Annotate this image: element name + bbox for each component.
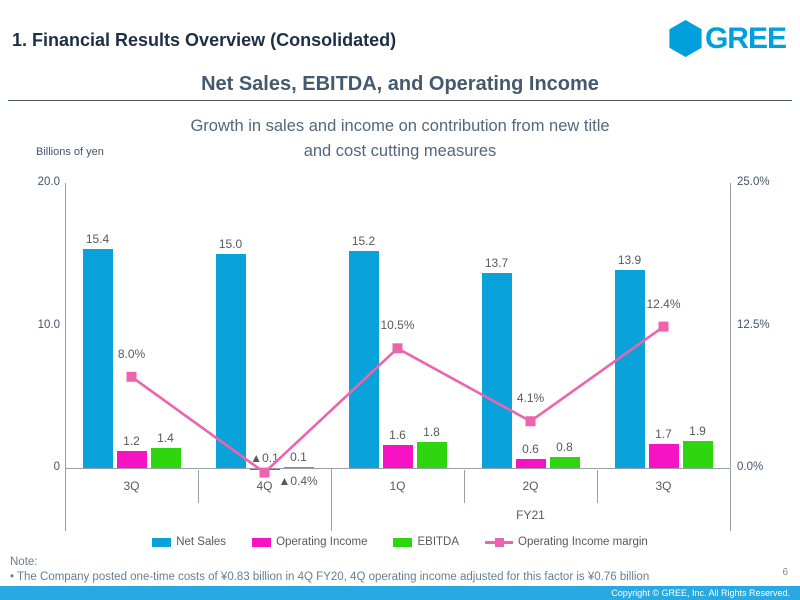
title-divider (8, 100, 792, 101)
legend-item-operating-income-margin: Operating Income margin (485, 536, 648, 548)
margin-marker-0 (126, 371, 137, 382)
legend-label-operating-income-margin: Operating Income margin (518, 536, 648, 548)
gree-logo-text: GREE (704, 21, 787, 55)
copyright-text: Copyright © GREE, Inc. All Rights Reserv… (611, 588, 790, 598)
legend-label-ebitda: EBITDA (417, 536, 460, 548)
bar-label-operating-income-4: 1.7 (655, 426, 672, 441)
bar-label-operating-income-3: 0.6 (522, 442, 539, 457)
chart-legend: Net Sales Operating Income EBITDA Operating… (0, 536, 800, 548)
bar-operating-income-3 (515, 459, 546, 468)
legend-label-operating-income: Operating Income (276, 536, 368, 548)
margin-label-0: 8.0% (117, 346, 146, 361)
x-axis-zero-line (65, 468, 730, 470)
y-axis-right-tick-label: 12.5% (737, 318, 770, 331)
bar-net-sales-4 (614, 269, 645, 468)
y-axis-right-line (730, 183, 731, 531)
bar-label-net-sales-2: 15.2 (351, 234, 376, 249)
quarter-tick-line (198, 470, 199, 503)
footer-bar: Copyright © GREE, Inc. All Rights Reserv… (0, 586, 800, 600)
margin-label-3: 4.1% (516, 391, 545, 406)
x-axis-label-2q-3: 2Q (522, 479, 539, 493)
legend-swatch-net-sales (152, 537, 172, 547)
bar-operating-income-2 (382, 445, 413, 468)
legend-label-net-sales: Net Sales (176, 536, 227, 548)
page-number: 6 (782, 567, 788, 578)
y-axis-left-tick-label: 0 (53, 461, 60, 473)
bar-label-net-sales-0: 15.4 (85, 231, 110, 246)
bar-label-operating-income-1: ▲0.1 (250, 451, 279, 465)
bar-label-ebitda-3: 0.8 (556, 439, 573, 454)
legend-swatch-ebitda (393, 537, 413, 547)
bar-label-net-sales-3: 13.7 (484, 255, 509, 270)
bar-net-sales-3 (481, 272, 512, 468)
y-axis-left-tick-label: 10.0 (37, 318, 60, 331)
legend-item-operating-income: Operating Income (252, 536, 367, 548)
y-axis-left-line (65, 183, 66, 531)
bar-ebitda-0 (150, 448, 181, 468)
fy-separator-line (331, 468, 332, 531)
x-axis-label-3q-0: 3Q (123, 479, 140, 493)
note-text: • The Company posted one-time costs of ¥… (10, 571, 650, 583)
margin-label-1: ▲0.4% (278, 473, 318, 488)
bar-ebitda-1 (283, 466, 314, 468)
bar-label-operating-income-2: 1.6 (389, 428, 406, 443)
fiscal-year-label: FY21 (516, 508, 545, 522)
subtitle-line-2: and cost cutting measures (303, 142, 497, 160)
bar-operating-income-1 (249, 468, 280, 470)
y-axis-right-tick-label: 0.0% (737, 461, 764, 473)
note-block: Note: • The Company posted one-time cost… (10, 555, 649, 585)
legend-item-net-sales: Net Sales (152, 536, 226, 548)
legend-item-ebitda: EBITDA (393, 536, 459, 548)
y-axis-left-tick-label: 20.0 (37, 176, 60, 188)
margin-label-4: 12.4% (646, 296, 681, 311)
legend-swatch-operating-income (252, 537, 272, 547)
margin-marker-2 (392, 343, 403, 354)
subtitle-line-1: Growth in sales and income on contributi… (190, 117, 610, 135)
bar-net-sales-1 (215, 254, 246, 468)
gree-logo: GREE (669, 20, 787, 57)
x-axis-label-1q-2: 1Q (389, 479, 406, 493)
y-axis-units-label: Billions of yen (36, 146, 104, 158)
bar-operating-income-4 (648, 443, 679, 468)
quarter-tick-line (464, 470, 465, 503)
y-axis-right-tick-label: 25.0% (737, 176, 770, 188)
bar-label-ebitda-4: 1.9 (689, 423, 706, 438)
margin-marker-1 (259, 467, 270, 478)
x-axis-label-3q-4: 3Q (655, 479, 672, 493)
bar-ebitda-2 (416, 442, 447, 468)
gree-hexagon-icon (669, 20, 702, 57)
bar-label-net-sales-4: 13.9 (617, 252, 642, 267)
margin-marker-3 (525, 416, 536, 427)
legend-line-marker-icon (485, 537, 514, 547)
bar-operating-income-0 (116, 450, 147, 468)
chart-subtitle: Growth in sales and income on contributi… (0, 114, 800, 164)
bar-ebitda-3 (549, 456, 580, 468)
bar-label-ebitda-1: 0.1 (290, 449, 307, 464)
bar-label-net-sales-1: 15.0 (218, 237, 243, 252)
chart-title: Net Sales, EBITDA, and Operating Income (201, 73, 599, 95)
note-label: Note: (10, 556, 38, 568)
bar-net-sales-0 (82, 248, 113, 468)
margin-label-2: 10.5% (380, 318, 415, 333)
bar-label-ebitda-0: 1.4 (157, 431, 174, 446)
bar-ebitda-4 (682, 440, 713, 468)
margin-marker-4 (658, 321, 669, 332)
x-axis-label-4q-1: 4Q (256, 479, 273, 493)
bar-label-operating-income-0: 1.2 (123, 433, 140, 448)
bar-label-ebitda-2: 1.8 (423, 425, 440, 440)
page-title: 1. Financial Results Overview (Consolida… (12, 30, 397, 50)
bar-net-sales-2 (348, 251, 379, 468)
quarter-tick-line (597, 470, 598, 503)
